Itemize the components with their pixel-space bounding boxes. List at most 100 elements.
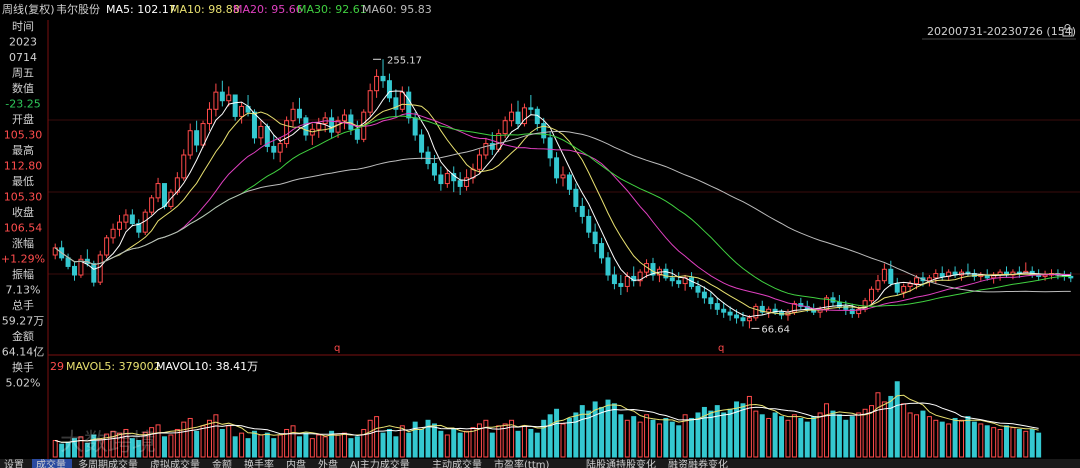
volume-bar	[470, 427, 476, 458]
watermark-text: 大数跨境	[60, 428, 156, 456]
volume-bar	[856, 412, 862, 458]
info-value: 59.27万	[2, 315, 45, 328]
info-label: 最低	[12, 175, 34, 188]
volume-bar	[804, 421, 810, 458]
volume-bar	[374, 416, 380, 458]
volume-bar	[438, 430, 444, 458]
info-label: 涨幅	[12, 237, 34, 250]
indicator-tab[interactable]: 融资融券变化	[668, 458, 728, 468]
volume-bar	[354, 436, 360, 458]
candle	[431, 155, 437, 181]
volume-bars	[52, 381, 1042, 458]
price-grid	[48, 119, 1080, 275]
lock-icon[interactable]	[1062, 24, 1073, 37]
info-label: 数值	[12, 82, 34, 95]
info-panel: 时间20230714周五数值-23.25开盘105.30最高112.80最低10…	[0, 16, 46, 392]
volume-bar	[515, 430, 521, 458]
volume-bar	[309, 438, 315, 458]
candle	[515, 100, 521, 130]
indicator-tab[interactable]: 换手率	[244, 458, 274, 468]
volume-bar	[753, 410, 759, 458]
volume-bar	[554, 408, 560, 458]
svg-text:市盈率(ttm): 市盈率(ttm)	[494, 458, 549, 468]
volume-bar	[708, 410, 714, 458]
volume-bar	[772, 412, 778, 458]
volume-bar	[239, 432, 245, 458]
candle	[116, 215, 122, 237]
volume-bar	[939, 421, 945, 458]
info-label: 换手	[12, 360, 34, 374]
volume-bar	[734, 401, 740, 458]
candle	[869, 286, 875, 304]
volume-bar	[701, 406, 707, 458]
candle	[881, 263, 887, 284]
volume-bar	[836, 414, 842, 458]
volume-bar	[766, 417, 772, 458]
info-label: 金额	[12, 329, 34, 343]
volume-bar	[142, 431, 148, 458]
volume-bar	[997, 428, 1003, 458]
event-marker-q[interactable]: q	[718, 343, 724, 354]
candle	[425, 146, 431, 170]
volume-bar	[586, 410, 592, 458]
candle	[78, 255, 84, 278]
event-marker-q[interactable]: q	[334, 343, 340, 354]
indicator-tab[interactable]: 主动成交量	[432, 458, 482, 468]
volume-bar	[419, 428, 425, 458]
volume-bar	[116, 432, 122, 458]
info-value: 105.30	[4, 129, 43, 142]
indicator-tab[interactable]: 多周期成交量	[78, 458, 138, 468]
mavol10-line	[55, 402, 1039, 443]
svg-text:成交量: 成交量	[36, 458, 66, 468]
candle	[894, 277, 900, 295]
candle	[824, 295, 830, 313]
volume-bar	[914, 414, 920, 458]
candle	[476, 149, 482, 174]
candle	[258, 120, 264, 145]
volume-bar	[457, 432, 463, 458]
candle	[251, 109, 257, 144]
volume-bar	[959, 419, 965, 458]
indicator-tab[interactable]: 成交量	[32, 458, 72, 468]
volume-bar	[869, 405, 875, 458]
ma5-line	[54, 90, 1071, 318]
info-value: 2023	[9, 36, 37, 49]
candle	[284, 116, 290, 148]
date-range-label[interactable]: 20200731-20230726 (154)	[927, 25, 1076, 38]
info-value: 64.14亿	[2, 346, 45, 359]
volume-bar	[104, 433, 110, 458]
volume-bar	[367, 419, 373, 458]
volume-bar	[380, 432, 386, 458]
candle	[329, 109, 335, 138]
info-value: 0714	[9, 51, 37, 64]
indicator-tab[interactable]: 设置	[4, 459, 24, 468]
volume-bar	[605, 399, 611, 458]
indicator-tab[interactable]: AI主力成交量	[350, 458, 410, 468]
indicator-tab[interactable]: 市盈率(ttm)	[494, 458, 549, 468]
volume-bar	[174, 428, 180, 458]
candle	[926, 275, 932, 287]
volume-bar	[296, 436, 302, 458]
candle	[611, 266, 617, 290]
candle	[367, 83, 373, 117]
price-annotations: 255.17 66.64	[373, 55, 790, 335]
ma60-line	[54, 130, 1071, 293]
candle	[701, 286, 707, 304]
candle	[226, 86, 232, 107]
candle	[708, 292, 714, 310]
indicator-tab[interactable]: 外盘	[318, 458, 338, 468]
indicator-tab[interactable]: 虚拟成交量	[150, 458, 200, 468]
volume-bar	[1016, 428, 1022, 458]
candle	[316, 117, 322, 138]
indicator-tab[interactable]: 金额	[212, 458, 232, 468]
indicator-tab[interactable]: 陆股通持股变化	[586, 458, 656, 468]
candle	[97, 250, 103, 285]
info-panel-bg	[0, 16, 46, 392]
volume-bar	[341, 432, 347, 458]
ma10-label: MA10: 98.88	[170, 3, 240, 16]
volume-bar	[91, 434, 97, 458]
candle	[72, 262, 77, 281]
indicator-tab[interactable]: 内盘	[286, 458, 306, 468]
volume-bar	[476, 423, 482, 458]
